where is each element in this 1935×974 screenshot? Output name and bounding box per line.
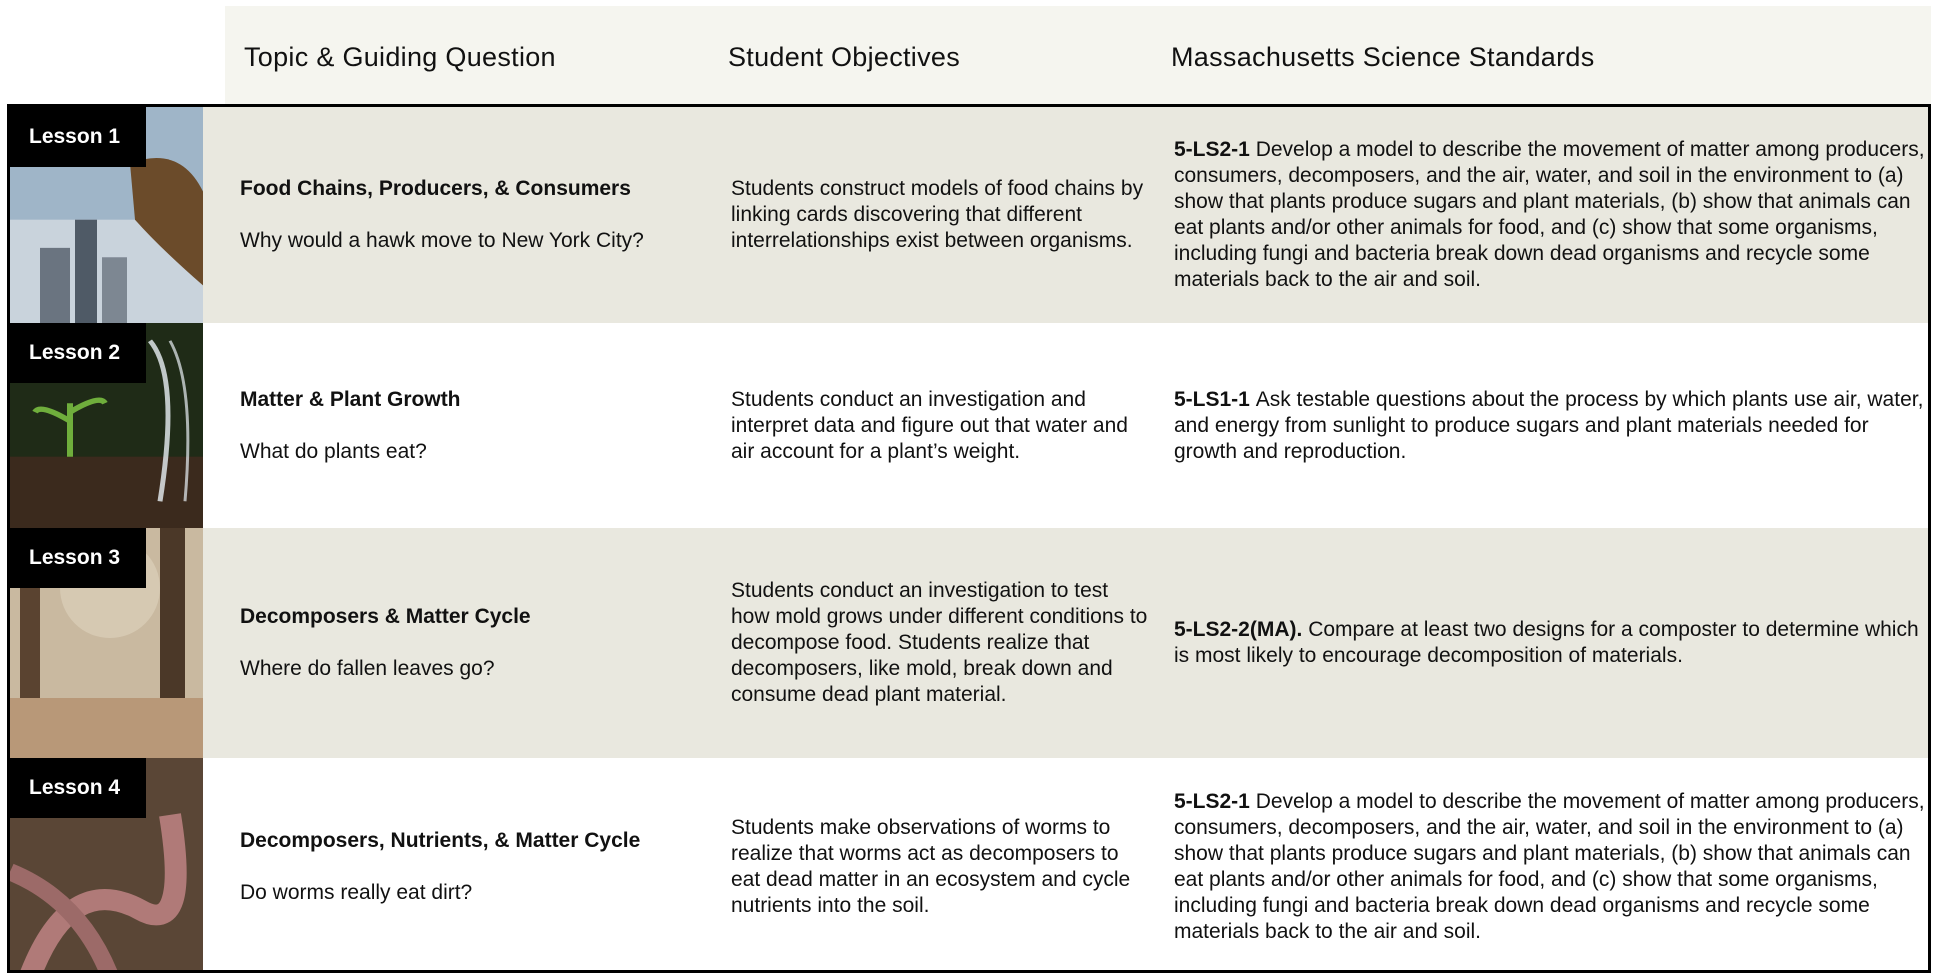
- guiding-question: Why would a hawk move to New York City?: [240, 229, 644, 252]
- topic-title: Matter & Plant Growth: [240, 387, 461, 411]
- standard: 5-LS2-1 Develop a model to describe the …: [1174, 789, 1928, 945]
- topic-cell: Decomposers & Matter Cycle Where do falle…: [240, 528, 720, 758]
- standards-cell: 5-LS2-2(MA). Compare at least two design…: [1174, 528, 1928, 758]
- objectives-text: Students conduct an investigation and in…: [731, 387, 1128, 463]
- lesson-image: Lesson 3: [10, 528, 203, 758]
- standards-cell: 5-LS2-1 Develop a model to describe the …: [1174, 107, 1928, 323]
- standard-code: 5-LS2-1: [1174, 138, 1250, 161]
- standard-text: Ask testable questions about the process…: [1174, 387, 1924, 463]
- standard: 5-LS2-1 Develop a model to describe the …: [1174, 137, 1928, 293]
- topic-title: Food Chains, Producers, & Consumers: [240, 177, 631, 200]
- table-header: Topic & Guiding Question Student Objecti…: [225, 6, 1931, 105]
- lesson-label: Lesson 4: [10, 758, 146, 818]
- table-row: Lesson 1 Food Chains, Producers, & Consum…: [10, 107, 1928, 323]
- standard-code: 5-LS2-2(MA).: [1174, 618, 1303, 641]
- lesson-label: Lesson 3: [10, 528, 146, 588]
- objectives-cell: Students conduct an investigation to tes…: [731, 528, 1151, 758]
- column-header: Topic & Guiding Question: [244, 42, 556, 72]
- standard: 5-LS1-1 Ask testable questions about the…: [1174, 387, 1928, 465]
- lesson-image: Lesson 1: [10, 107, 203, 323]
- column-header: Student Objectives: [728, 42, 961, 72]
- lesson-label: Lesson 1: [10, 107, 146, 167]
- lesson-image: Lesson 2: [10, 323, 203, 528]
- topic-title: Decomposers, Nutrients, & Matter Cycle: [240, 829, 641, 852]
- topic-cell: Matter & Plant Growth What do plants eat?: [240, 323, 720, 528]
- standard-text: Compare at least two designs for a compo…: [1174, 618, 1919, 667]
- objectives-text: Students make observations of worms to r…: [731, 816, 1131, 917]
- topic-cell: Food Chains, Producers, & Consumers Why w…: [240, 107, 720, 323]
- standards-cell: 5-LS1-1 Ask testable questions about the…: [1174, 323, 1928, 528]
- objectives-cell: Students conduct an investigation and in…: [731, 323, 1151, 528]
- topic-title: Decomposers & Matter Cycle: [240, 605, 531, 628]
- table-row: Lesson 3 Decomposers & Matter Cycle Where …: [10, 528, 1928, 758]
- objectives-cell: Students construct models of food chains…: [731, 107, 1151, 323]
- table-row: Lesson 2 Matter & Plant Growth What do pla…: [10, 323, 1928, 528]
- guiding-question: Do worms really eat dirt?: [240, 881, 473, 904]
- standard-code: 5-LS1-1: [1174, 387, 1250, 411]
- column-header: Massachusetts Science Standards: [1171, 42, 1595, 72]
- table-row: Lesson 4 Decomposers, Nutrients, & Matter…: [10, 758, 1928, 970]
- standard-text: Develop a model to describe the movement…: [1174, 790, 1925, 943]
- objectives-cell: Students make observations of worms to r…: [731, 758, 1151, 970]
- lesson-image: Lesson 4: [10, 758, 203, 970]
- objectives-text: Students conduct an investigation to tes…: [731, 579, 1148, 706]
- standard: 5-LS2-2(MA). Compare at least two design…: [1174, 617, 1928, 669]
- standard-text: Develop a model to describe the movement…: [1174, 138, 1925, 291]
- guiding-question: Where do fallen leaves go?: [240, 657, 495, 680]
- lesson-label: Lesson 2: [10, 323, 146, 383]
- standards-cell: 5-LS2-1 Develop a model to describe the …: [1174, 758, 1928, 970]
- objectives-text: Students construct models of food chains…: [731, 177, 1144, 252]
- guiding-question: What do plants eat?: [240, 439, 427, 463]
- topic-cell: Decomposers, Nutrients, & Matter Cycle Do…: [240, 758, 720, 970]
- standard-code: 5-LS2-1: [1174, 790, 1250, 813]
- lesson-table: Lesson 1 Food Chains, Producers, & Consum…: [7, 104, 1931, 973]
